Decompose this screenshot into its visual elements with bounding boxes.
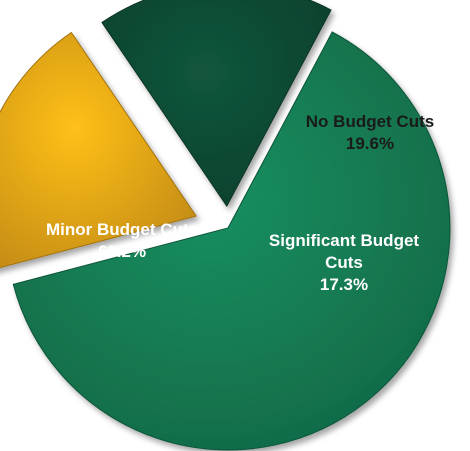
- pie-slice-significant-budget-cuts: [101, 0, 332, 207]
- slice-value-label: 19.6%: [346, 134, 394, 153]
- pie-slice-no-budget-cuts: [0, 31, 197, 269]
- slice-label-significant-budget-cuts: Significant Budget Cuts 17.3%: [269, 231, 420, 294]
- slice-value-label: 17.3%: [320, 275, 368, 294]
- slice-value-label: 63.2%: [98, 242, 146, 261]
- slice-name-label: Cuts: [325, 253, 363, 272]
- slice-name-label: Minor Budget Cuts: [46, 220, 198, 239]
- slice-label-minor-budget-cuts: Minor Budget Cuts 63.2%: [46, 220, 198, 261]
- slice-name-label: Significant Budget: [269, 231, 420, 250]
- slice-label-no-budget-cuts: No Budget Cuts 19.6%: [306, 112, 434, 153]
- pie-slice-minor-budget-cuts: [12, 31, 451, 451]
- slice-name-label: No Budget Cuts: [306, 112, 434, 131]
